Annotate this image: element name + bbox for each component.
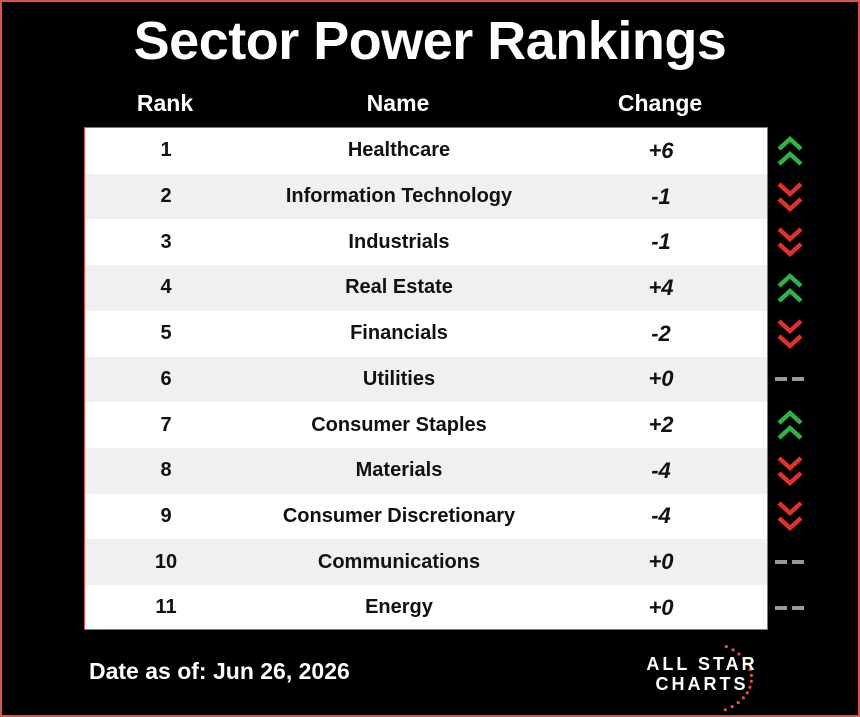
rank-cell: 5 xyxy=(160,322,172,345)
no-change-dash-icon xyxy=(772,357,808,403)
name-cell: Financials xyxy=(350,322,448,345)
table-row: 1 Healthcare +6 xyxy=(85,128,767,174)
name-cell: Consumer Discretionary xyxy=(282,504,516,527)
change-cell: +4 xyxy=(648,274,674,300)
change-cell: +0 xyxy=(648,549,674,575)
name-cell: Communications xyxy=(317,550,481,573)
table-row: 2 Information Technology -1 xyxy=(85,173,767,220)
name-cell: Industrials xyxy=(348,230,450,253)
logo-line-1: ALL STAR xyxy=(646,654,758,674)
column-header-change: Change xyxy=(617,90,703,116)
page-title: Sector Power Rankings xyxy=(133,11,727,71)
double-chevron-up-icon xyxy=(772,128,808,174)
table-row: 3 Industrials -1 xyxy=(85,219,767,265)
table-row: 8 Materials -4 xyxy=(85,447,767,494)
rank-cell: 7 xyxy=(160,413,172,436)
change-cell: -2 xyxy=(651,320,671,346)
change-cell: +2 xyxy=(648,412,674,438)
change-cell: +6 xyxy=(648,137,674,163)
column-header-name: Name xyxy=(366,90,430,116)
name-cell: Consumer Staples xyxy=(311,413,487,436)
double-chevron-up-icon xyxy=(772,402,808,448)
rank-cell: 3 xyxy=(160,230,172,253)
table-row: 5 Financials -2 xyxy=(85,311,767,357)
name-cell: Information Technology xyxy=(285,185,513,208)
table-row: 9 Consumer Discretionary -4 xyxy=(85,494,767,540)
rank-cell: 4 xyxy=(160,276,172,299)
double-chevron-down-icon xyxy=(772,174,808,220)
rank-cell: 10 xyxy=(154,550,178,573)
change-cell: -4 xyxy=(651,457,671,483)
table-row: 6 Utilities +0 xyxy=(85,356,767,403)
rank-cell: 11 xyxy=(155,596,177,619)
no-change-dash-icon xyxy=(772,539,808,585)
all-star-charts-logo: ALL STAR CHARTS xyxy=(622,632,782,712)
rank-cell: 6 xyxy=(160,367,172,390)
rank-cell: 1 xyxy=(160,139,172,162)
change-cell: -1 xyxy=(651,183,671,209)
column-header-rank: Rank xyxy=(136,90,194,116)
rank-cell: 9 xyxy=(160,504,172,527)
double-chevron-down-icon xyxy=(772,219,808,265)
logo-line-2: CHARTS xyxy=(655,674,749,694)
table-row: 10 Communications +0 xyxy=(85,539,767,585)
name-cell: Materials xyxy=(355,459,443,482)
rank-cell: 8 xyxy=(160,459,172,482)
logo-star-ring-icon xyxy=(723,645,753,712)
change-cell: -1 xyxy=(651,229,671,255)
double-chevron-up-icon xyxy=(772,265,808,311)
date-label: Date as of: Jun 26, 2026 xyxy=(89,658,350,684)
name-cell: Energy xyxy=(365,596,433,619)
rankings-table: 1 Healthcare +6 2 Information Technology -1 3 I… xyxy=(84,127,768,630)
rank-cell: 2 xyxy=(160,185,172,208)
double-chevron-down-icon xyxy=(772,494,808,540)
change-cell: +0 xyxy=(648,366,674,392)
table-row: 11 Energy +0 xyxy=(85,585,767,631)
table-row: 4 Real Estate +4 xyxy=(85,265,767,311)
name-cell: Real Estate xyxy=(345,276,453,299)
name-cell: Utilities xyxy=(362,367,436,390)
double-chevron-down-icon xyxy=(772,448,808,494)
table-row: 7 Consumer Staples +2 xyxy=(85,402,767,448)
double-chevron-down-icon xyxy=(772,311,808,357)
name-cell: Healthcare xyxy=(347,139,451,162)
change-cell: +0 xyxy=(648,594,674,620)
change-cell: -4 xyxy=(651,503,671,529)
no-change-dash-icon xyxy=(772,585,808,631)
